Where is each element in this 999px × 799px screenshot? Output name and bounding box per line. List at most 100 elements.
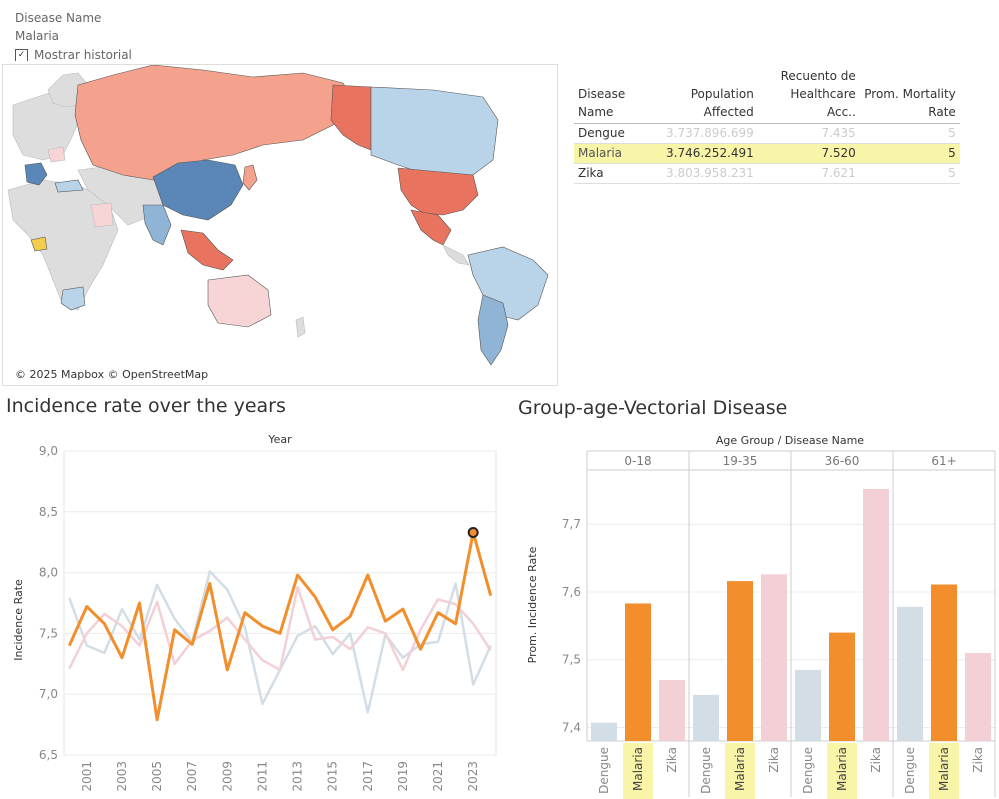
- bar-0-18-malaria[interactable]: [625, 603, 651, 741]
- line-series-zika[interactable]: [68, 585, 492, 672]
- map-country-usa: [397, 167, 479, 216]
- bar-61+-malaria[interactable]: [931, 584, 957, 741]
- bar-19-35-malaria[interactable]: [727, 581, 753, 741]
- map-region-se-asia: [180, 229, 234, 271]
- col-population[interactable]: Population Affected: [662, 67, 758, 124]
- history-toggle[interactable]: ✓ Mostrar historial: [15, 49, 215, 61]
- bar-chart[interactable]: Age Group / Disease Name Prom. Incidence…: [505, 425, 999, 799]
- bar-category-label: Malaria: [835, 747, 849, 791]
- bar-y-tick: 7,7: [562, 517, 581, 531]
- line-series-malaria[interactable]: [67, 531, 493, 722]
- map-country-japan: [242, 164, 258, 191]
- bar-category-label: Dengue: [801, 747, 815, 794]
- bar-group-label: 19-35: [723, 454, 758, 468]
- bar-category-label: Malaria: [937, 747, 951, 791]
- bar-category-label: Malaria: [631, 747, 645, 791]
- bar-category-label: Zika: [665, 747, 679, 773]
- line-chart-title: Incidence rate over the years: [6, 395, 286, 417]
- bar-category-label: Malaria: [733, 747, 747, 791]
- bar-36-60-zika[interactable]: [863, 488, 889, 741]
- line-x-tick: 2005: [150, 761, 164, 792]
- line-x-tick: 2017: [361, 761, 375, 792]
- line-y-tick: 8,5: [39, 505, 58, 519]
- line-series-dengue[interactable]: [68, 570, 492, 714]
- bar-category-label: Dengue: [597, 747, 611, 794]
- map-country-france: [24, 162, 48, 186]
- bar-chart-top-label: Age Group / Disease Name: [716, 434, 864, 447]
- map-country-argentina: [477, 294, 509, 366]
- table-row[interactable]: Dengue 3.737.896.699 7.435 5: [574, 123, 960, 144]
- line-x-tick: 2021: [431, 761, 445, 792]
- history-label: Mostrar historial: [34, 49, 132, 61]
- bar-chart-title: Group-age-Vectorial Disease: [518, 397, 788, 419]
- map-country-south-africa: [60, 286, 86, 311]
- line-chart[interactable]: Year Incidence Rate 6,5 7,0 7,5 8,0 8,5 9,0 20…: [0, 425, 500, 799]
- map-credit: © 2025 Mapbox © OpenStreetMap: [13, 368, 211, 381]
- line-y-tick: 7,5: [39, 626, 58, 640]
- map-country-eastern-europe: [47, 146, 66, 163]
- line-x-tick: 2013: [291, 761, 305, 792]
- line-chart-top-label: Year: [267, 433, 292, 446]
- bar-category-highlight: [827, 743, 857, 799]
- summary-table: Disease Name Population Affected Recuento …: [574, 67, 960, 184]
- col-mortality[interactable]: Prom. Mortality Rate: [859, 67, 960, 124]
- map-country-nigeria: [30, 236, 48, 252]
- table-row[interactable]: Zika 3.803.958.231 7.621 5: [574, 163, 960, 184]
- map-country-egypt: [90, 202, 114, 228]
- bar-category-label: Zika: [971, 747, 985, 773]
- bar-36-60-dengue[interactable]: [795, 669, 821, 741]
- bar-y-tick: 7,4: [562, 720, 581, 734]
- world-map[interactable]: © 2025 Mapbox © OpenStreetMap: [2, 64, 558, 386]
- map-country-australia: [207, 274, 272, 328]
- bar-category-highlight: [623, 743, 653, 799]
- line-y-tick: 6,5: [39, 748, 58, 762]
- filter-title: Disease Name: [15, 11, 102, 25]
- line-x-tick: 2023: [466, 761, 480, 792]
- bar-36-60-malaria[interactable]: [829, 632, 855, 741]
- map-country-turkey: [54, 179, 84, 193]
- bar-0-18-dengue[interactable]: [591, 722, 617, 741]
- line-x-tick: 2007: [185, 761, 199, 792]
- bar-category-label: Zika: [767, 747, 781, 773]
- bar-group-label: 61+: [931, 454, 956, 468]
- bar-y-tick: 7,6: [562, 585, 581, 599]
- map-country-new-zealand: [295, 316, 306, 338]
- line-x-tick: 2019: [396, 761, 410, 792]
- filter-value[interactable]: Malaria: [15, 29, 60, 43]
- bar-61+-dengue[interactable]: [897, 606, 923, 741]
- map-country-russia: [74, 65, 354, 181]
- line-x-tick: 2015: [326, 761, 340, 792]
- map-country-canada: [370, 86, 499, 176]
- col-disease-name[interactable]: Disease Name: [574, 67, 662, 124]
- bar-61+-zika[interactable]: [965, 652, 991, 741]
- line-y-tick: 9,0: [39, 444, 58, 458]
- map-country-china: [152, 159, 244, 221]
- line-x-tick: 2011: [255, 761, 269, 792]
- history-checkbox[interactable]: ✓: [15, 49, 28, 61]
- line-y-tick: 7,0: [39, 687, 58, 701]
- bar-19-35-dengue[interactable]: [693, 694, 719, 741]
- line-y-tick: 8,0: [39, 566, 58, 580]
- bar-chart-ylabel: Prom. Incidence Rate: [526, 546, 539, 663]
- line-x-tick: 2001: [80, 761, 94, 792]
- bar-y-tick: 7,5: [562, 653, 581, 667]
- bar-0-18-zika[interactable]: [659, 680, 685, 741]
- map-country-india: [142, 204, 172, 246]
- line-chart-ylabel: Incidence Rate: [12, 579, 25, 661]
- line-highlighted-point[interactable]: [467, 526, 479, 538]
- line-plot-area: [63, 450, 497, 756]
- bar-category-label: Zika: [869, 747, 883, 773]
- table-row[interactable]: Malaria 3.746.252.491 7.520 5: [574, 143, 960, 164]
- bar-group-label: 0-18: [624, 454, 651, 468]
- map-canvas[interactable]: [3, 65, 557, 385]
- bar-category-label: Dengue: [699, 747, 713, 794]
- line-x-tick: 2003: [115, 761, 129, 792]
- map-country-brazil: [467, 246, 549, 321]
- bar-group-label: 36-60: [825, 454, 860, 468]
- bar-category-label: Dengue: [903, 747, 917, 794]
- bar-category-highlight: [725, 743, 755, 799]
- col-healthcare[interactable]: Recuento de Healthcare Acc..: [757, 67, 860, 124]
- map-region-central-america: [442, 244, 470, 266]
- bar-19-35-zika[interactable]: [761, 574, 787, 741]
- bar-category-highlight: [929, 743, 959, 799]
